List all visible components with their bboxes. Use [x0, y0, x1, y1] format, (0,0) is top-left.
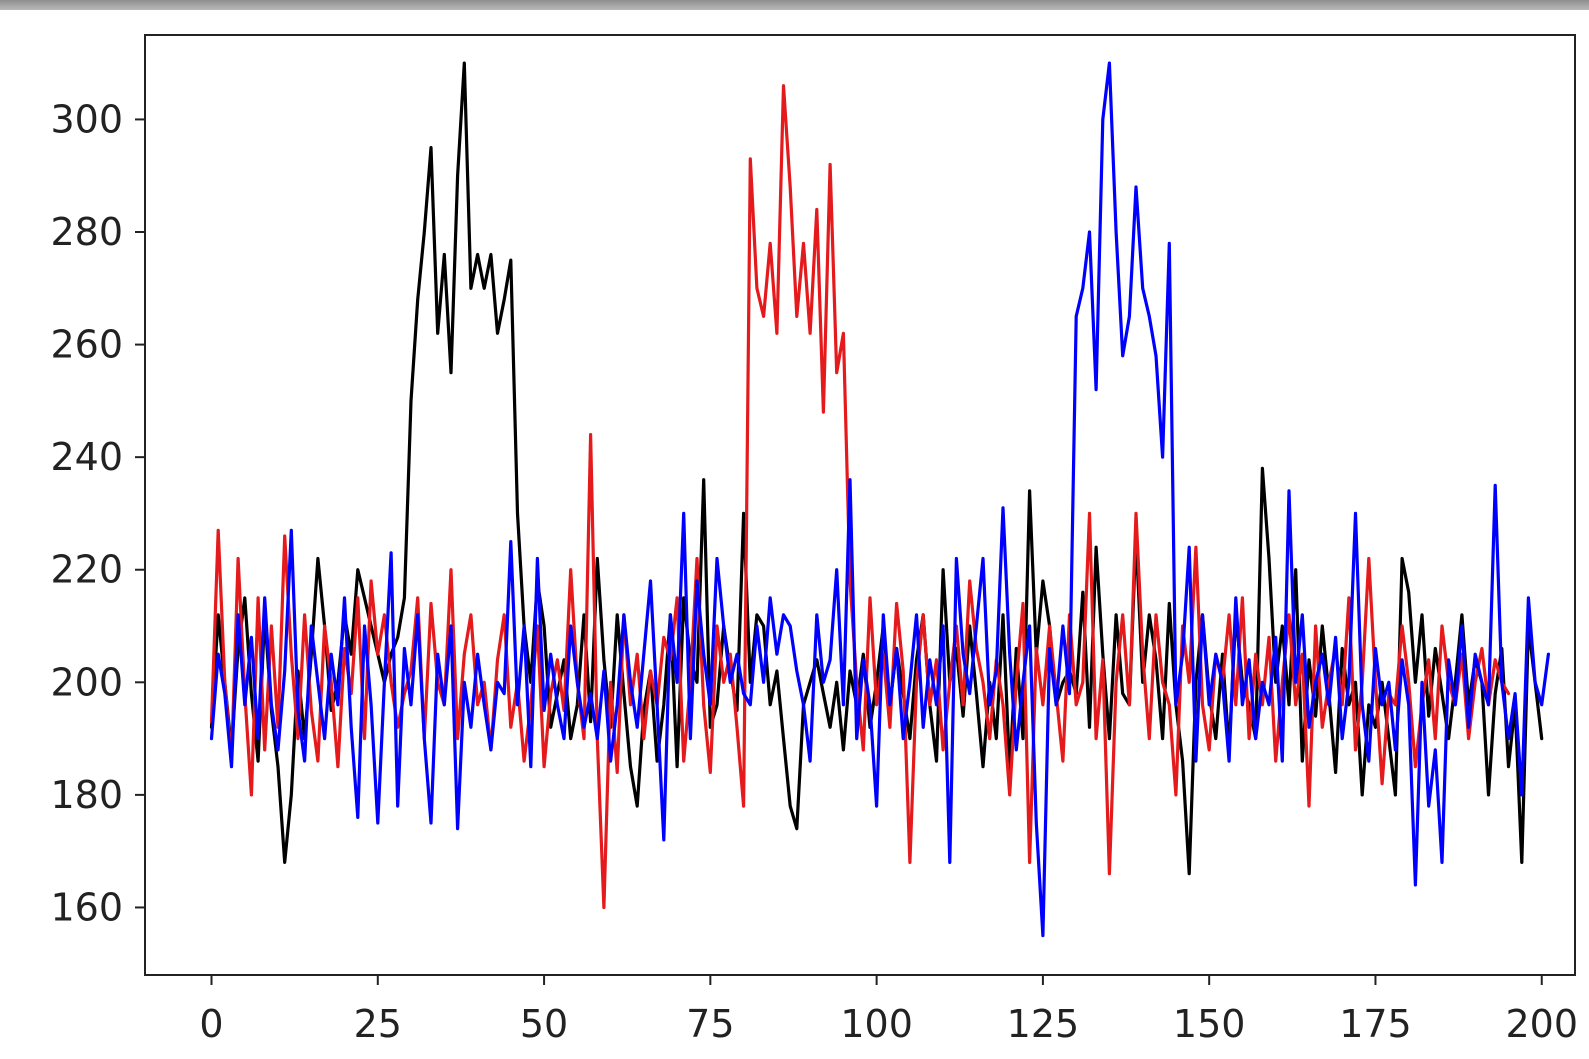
- y-tick-label: 300: [50, 97, 123, 141]
- plot-area: [145, 35, 1575, 975]
- x-tick-label: 200: [1505, 1002, 1578, 1046]
- x-tick-label: 50: [520, 1002, 568, 1046]
- axes-frame: [144, 34, 1576, 976]
- y-tick-label: 180: [50, 773, 123, 817]
- x-tick-label: 125: [1007, 1002, 1080, 1046]
- series-layer: [209, 61, 1551, 938]
- window-top-strip: [0, 0, 1589, 10]
- plot-background: [145, 35, 1575, 975]
- y-tick-label: 240: [50, 435, 123, 479]
- series-line-3: [209, 61, 1551, 938]
- x-tick-label: 75: [686, 1002, 734, 1046]
- y-tick-label: 200: [50, 660, 123, 704]
- y-tick-label: 280: [50, 210, 123, 254]
- x-tick-label: 150: [1173, 1002, 1246, 1046]
- y-tick-label: 220: [50, 548, 123, 592]
- x-tick-label: 25: [354, 1002, 402, 1046]
- axes-layer: 0 25 50 75 100 125 150 175 200 160 180 200 220 240 260…: [50, 34, 1578, 1046]
- y-tick-label: 260: [50, 323, 123, 367]
- x-tick-label: 0: [199, 1002, 223, 1046]
- x-tick-label: 100: [840, 1002, 913, 1046]
- x-tick-label: 175: [1339, 1002, 1412, 1046]
- y-tick-label: 160: [50, 885, 123, 929]
